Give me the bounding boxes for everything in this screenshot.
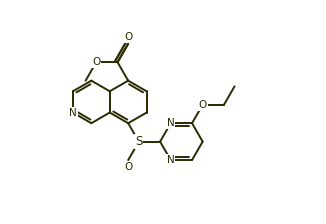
Text: N: N	[167, 155, 175, 165]
Text: O: O	[124, 162, 132, 172]
Text: N: N	[167, 118, 175, 128]
Text: O: O	[124, 32, 132, 42]
Text: O: O	[92, 57, 100, 67]
Text: N: N	[69, 108, 77, 118]
Text: O: O	[199, 100, 207, 110]
Text: S: S	[135, 135, 142, 148]
